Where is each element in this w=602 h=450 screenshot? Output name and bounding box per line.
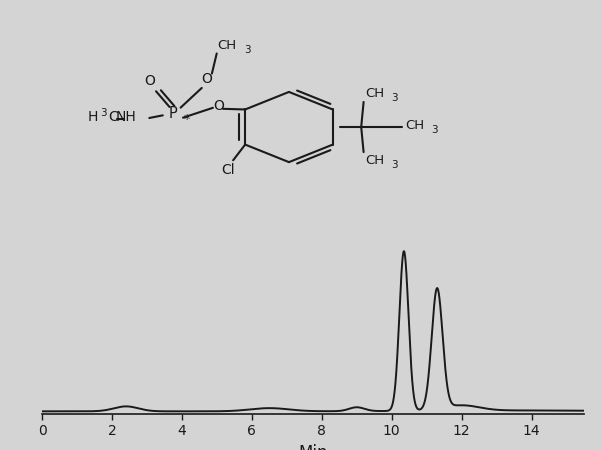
- Text: CH: CH: [365, 154, 384, 167]
- Text: 3: 3: [100, 108, 107, 117]
- Text: CH: CH: [365, 87, 384, 100]
- X-axis label: Min: Min: [298, 444, 328, 450]
- Text: 3: 3: [391, 93, 398, 103]
- Text: O: O: [202, 72, 213, 86]
- Text: P: P: [169, 106, 178, 121]
- Text: H: H: [87, 110, 98, 124]
- Text: C: C: [108, 110, 118, 124]
- Text: O: O: [213, 99, 223, 113]
- Text: 3: 3: [244, 45, 250, 55]
- Text: 3: 3: [432, 125, 438, 135]
- Text: *: *: [184, 113, 190, 126]
- Text: NH: NH: [116, 110, 136, 124]
- Text: CH: CH: [406, 119, 424, 132]
- Text: CH: CH: [218, 39, 237, 52]
- Text: 3: 3: [391, 160, 398, 170]
- Text: O: O: [144, 74, 155, 88]
- Text: Cl: Cl: [222, 162, 235, 177]
